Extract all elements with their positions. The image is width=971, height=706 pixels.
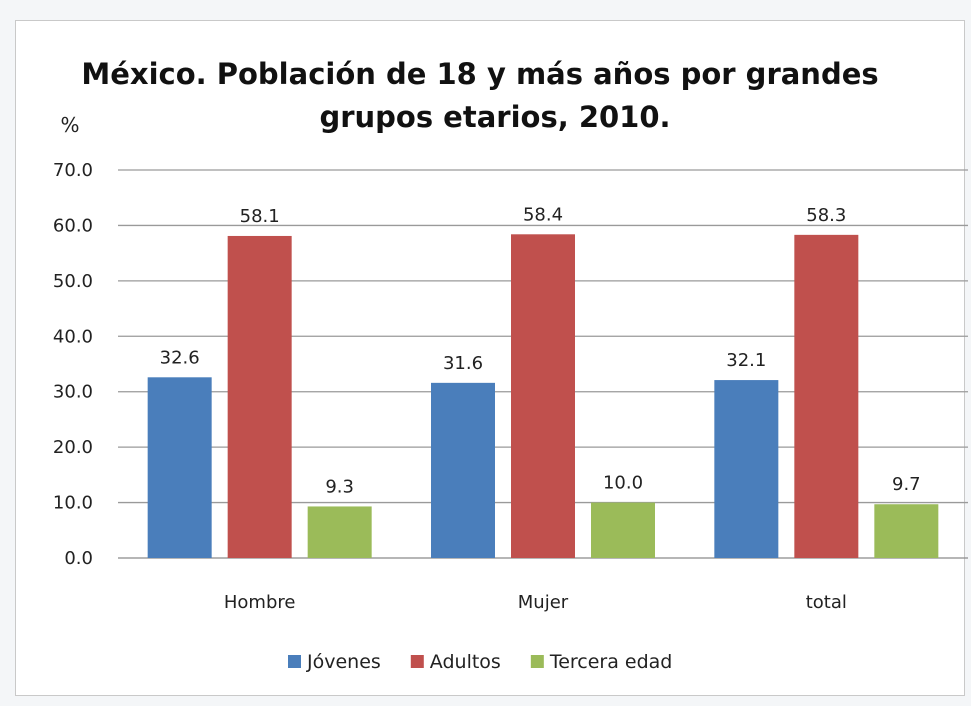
bar-value-label: 58.4: [523, 204, 563, 225]
y-tick-label: 30.0: [53, 382, 93, 403]
bar-value-label: 9.7: [892, 474, 921, 495]
legend-label: Tercera edad: [549, 651, 673, 673]
legend-swatch: [530, 655, 544, 668]
y-tick-label: 40.0: [53, 326, 93, 347]
bar-value-label: 10.0: [603, 473, 643, 494]
legend-swatch: [288, 655, 301, 668]
y-tick-label: 70.0: [53, 160, 93, 181]
y-tick-label: 10.0: [53, 493, 93, 514]
y-tick-label: 0.0: [64, 548, 93, 569]
chart-title-line-2: grupos etarios, 2010.: [319, 100, 670, 134]
legend-label: Jóvenes: [306, 651, 381, 673]
x-category-label: Hombre: [224, 592, 296, 613]
bar-jovenes: [431, 382, 495, 558]
x-category-label: Mujer: [518, 592, 569, 613]
bar-value-label: 9.3: [325, 476, 354, 497]
bar-adultos: [794, 234, 859, 558]
legend-label: Adultos: [430, 651, 501, 673]
chart-title-line-1: México. Población de 18 y más años por g…: [81, 57, 878, 91]
x-category-label: total: [806, 592, 847, 613]
bar-value-label: 58.1: [240, 206, 280, 227]
bar-tercera-edad: [307, 506, 372, 558]
bar-adultos: [511, 234, 575, 558]
bar-value-label: 32.6: [160, 347, 200, 368]
y-axis-label: %: [60, 113, 79, 137]
bar-value-label: 32.1: [726, 350, 766, 371]
bar-jovenes: [714, 380, 779, 558]
bar-value-label: 58.3: [806, 205, 846, 226]
legend-swatch: [410, 655, 424, 668]
bar-tercera-edad: [874, 504, 939, 558]
y-tick-label: 50.0: [53, 271, 93, 292]
bar-adultos: [227, 235, 292, 558]
bar-tercera-edad: [591, 502, 655, 558]
bar-value-label: 31.6: [443, 353, 483, 374]
bar-jovenes: [147, 377, 212, 558]
y-tick-label: 20.0: [53, 437, 93, 458]
y-tick-label: 60.0: [53, 215, 93, 236]
